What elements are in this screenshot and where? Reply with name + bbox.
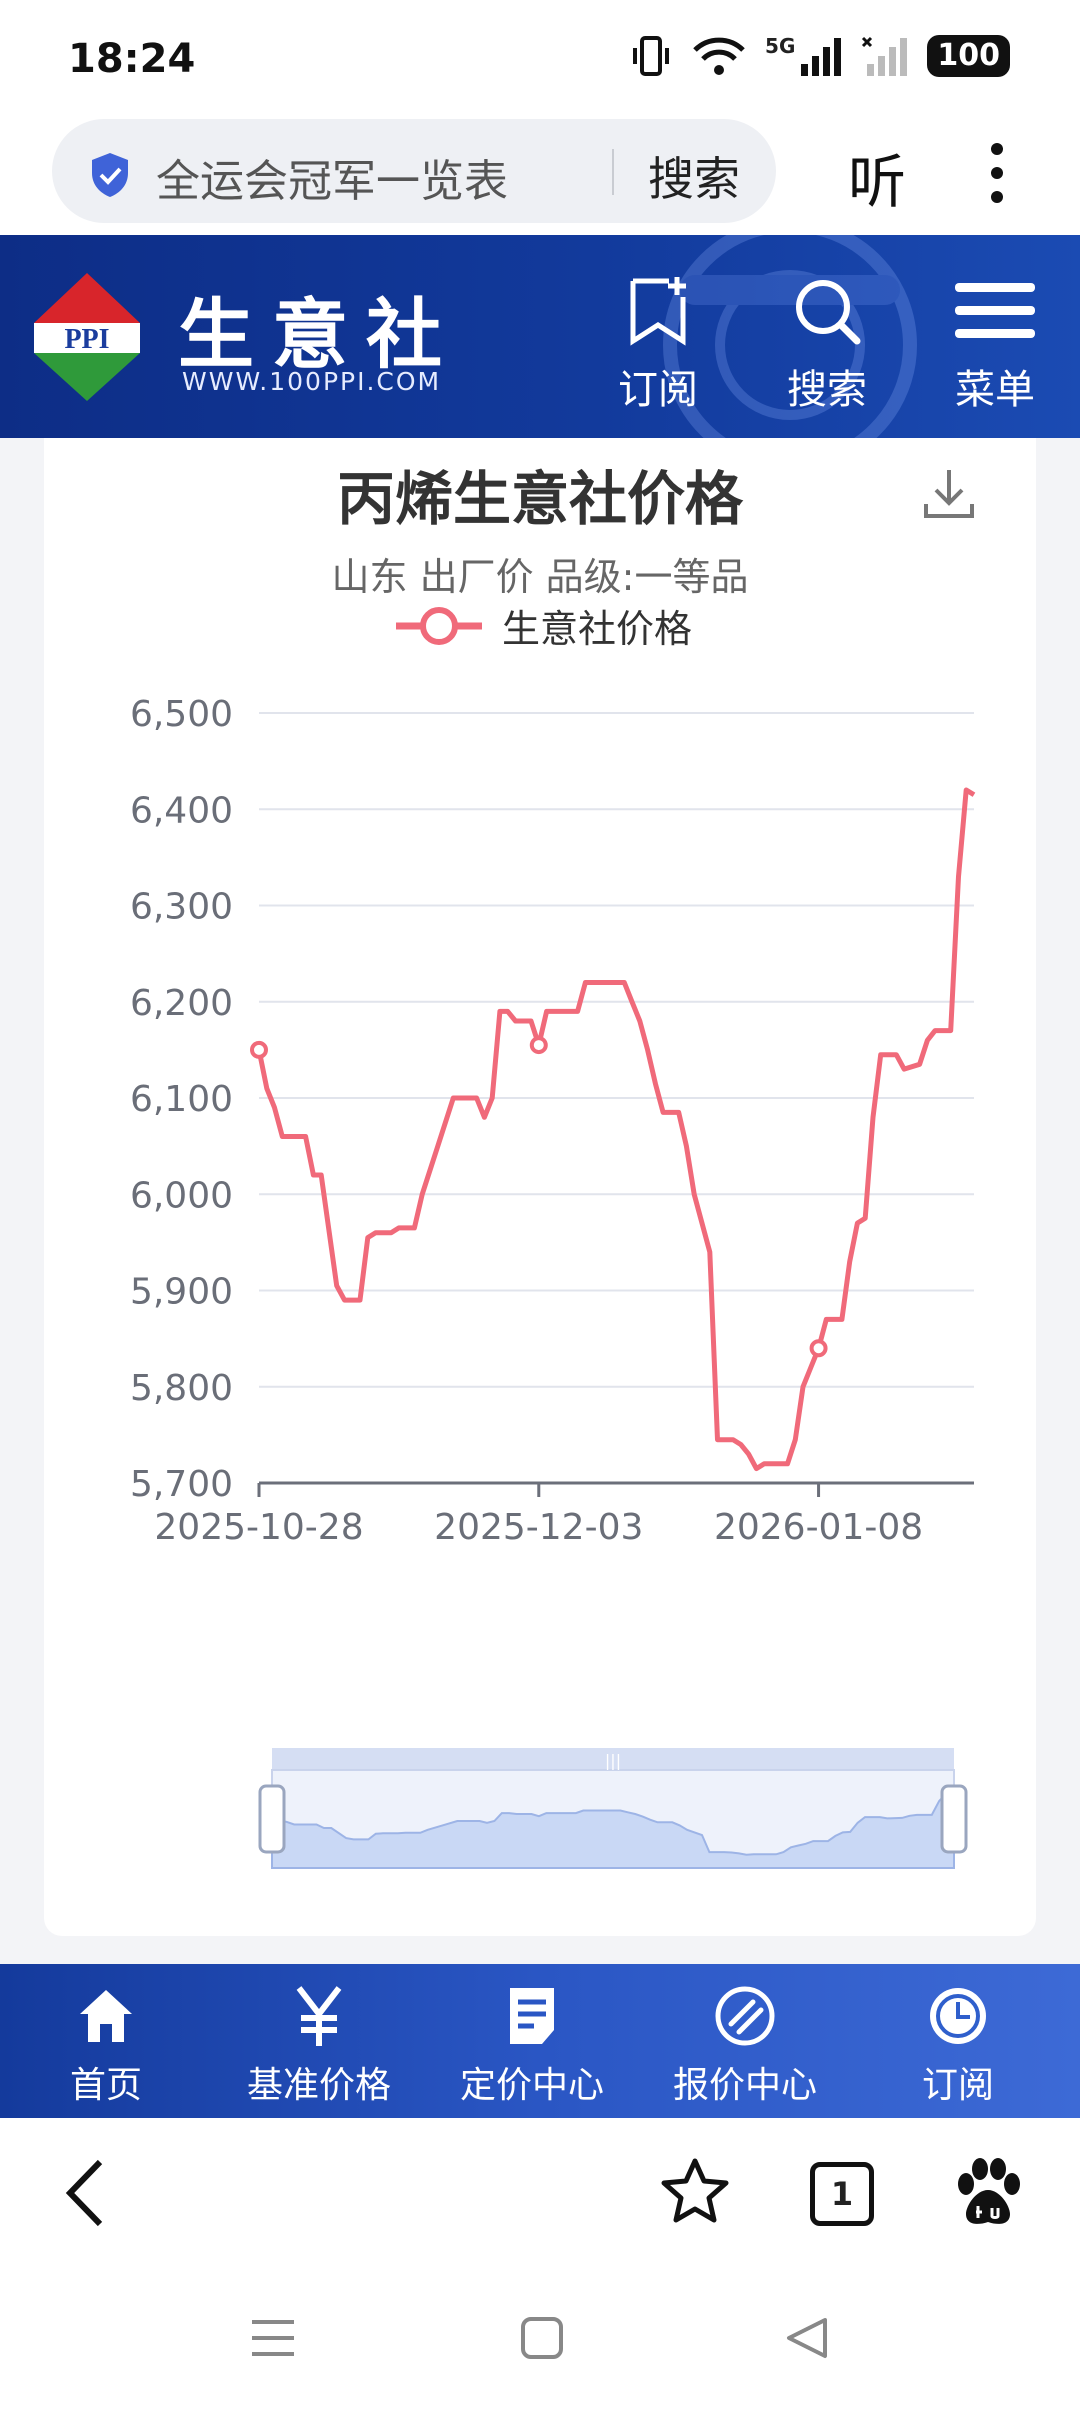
status-icons: 5G 100 [629,34,1010,78]
address-divider [612,149,614,195]
bottom-nav: 首页 基准价格 定价中心 报价中心 订阅 [0,1964,1080,2118]
header-subscribe-button[interactable]: 订阅 [603,275,713,415]
x-tick-label: 2025-12-03 [434,1507,643,1548]
zoom-handle [258,1784,286,1854]
quote-icon [715,1986,775,2046]
address-text: 全运会冠军一览表 [156,156,508,207]
zoom-grip: ||| [605,1751,621,1770]
y-tick-label: 6,400 [130,790,233,831]
logo-text: PPI [64,324,109,355]
shield-check-icon [92,153,128,197]
favorite-star-icon[interactable] [660,2156,730,2226]
y-tick-label: 6,100 [130,1079,233,1120]
status-time: 18:24 [68,36,196,82]
data-point [529,1036,548,1055]
header-search-button[interactable]: 搜索 [772,275,882,415]
status-bar: 18:24 5G 100 [0,0,1080,115]
listen-button[interactable]: 听 [848,148,907,216]
signal-weak-icon [862,36,908,76]
nav-pricing-label: 定价中心 [459,2065,604,2106]
x-tick-label: 2026-01-08 [714,1507,923,1548]
browser-bar: 全运会冠军一览表 搜索 听 [0,115,1080,235]
search-icon [796,280,861,345]
legend-label: 生意社价格 [502,607,693,651]
download-icon[interactable] [920,464,978,522]
menu-icon [955,283,1035,338]
header-search-label: 搜索 [787,367,867,413]
nav-benchmark-price[interactable]: 基准价格 [219,1984,419,2108]
brand-name: 生意社 [178,290,460,379]
home-icon [80,1990,132,2042]
y-tick-label: 5,700 [130,1464,233,1505]
zoom-area [271,1791,955,1869]
y-tick-label: 6,000 [130,1175,233,1216]
home-square-icon[interactable] [520,2316,564,2360]
baidu-paw-icon[interactable] [952,2156,1024,2228]
data-point [250,1040,268,1059]
battery-indicator: 100 [927,35,1010,77]
y-tick-label: 6,300 [130,887,233,928]
tabs-button[interactable]: 1 [810,2162,874,2226]
chart-subtitle: 山东 出厂价 品级:一等品 [331,555,749,599]
chart-card: 丙烯生意社价格 山东 出厂价 品级:一等品 生意社价格 6,500 6,400 6,… [44,438,1036,1936]
network-type: 5G [765,34,796,58]
nav-subscribe-label: 订阅 [921,2065,994,2106]
brand-url: WWW.100PPI.COM [182,367,442,396]
clock-icon [930,1988,986,2044]
legend-swatch [396,606,482,645]
back-icon[interactable] [60,2156,110,2230]
signal-icon [801,38,842,76]
system-nav [0,2268,1080,2412]
header-menu-label: 菜单 [955,367,1035,413]
more-menu-icon[interactable] [985,141,1009,205]
nav-home-label: 首页 [69,2065,142,2106]
header-subscribe-label: 订阅 [618,367,698,413]
address-bar[interactable]: 全运会冠军一览表 搜索 [52,119,776,223]
zoom-track-top [272,1748,954,1770]
nav-benchmark-label: 基准价格 [246,2065,391,2106]
browser-toolbar: 1 [0,2118,1080,2268]
yen-icon [296,1986,342,2046]
recents-icon[interactable] [250,2316,296,2360]
zoom-slider[interactable]: ||| [44,1738,1036,1918]
document-icon [510,1988,554,2044]
address-search-button[interactable]: 搜索 [648,152,740,206]
bookmark-plus-icon [630,277,686,346]
y-tick-label: 6,500 [130,694,233,735]
nav-home[interactable]: 首页 [6,1984,206,2108]
ppi-logo[interactable]: PPI [32,271,142,403]
line-chart[interactable]: 6,500 6,400 6,300 6,200 6,100 6,000 5,900 5,800… [44,678,1036,1658]
chart-legend[interactable]: 生意社价格 [394,598,692,653]
wifi-icon [693,37,745,75]
nav-pricing-center[interactable]: 定价中心 [432,1984,632,2108]
y-tick-label: 6,200 [130,983,233,1024]
header-menu-button[interactable]: 菜单 [940,275,1050,415]
nav-quote-label: 报价中心 [672,2065,817,2106]
x-tick-label: 2025-10-28 [154,1507,363,1548]
nav-quote-center[interactable]: 报价中心 [645,1984,845,2108]
back-triangle-icon[interactable] [785,2316,829,2360]
y-tick-label: 5,800 [130,1368,233,1409]
chart-title: 丙烯生意社价格 [336,465,743,533]
series-line [256,787,976,1472]
nav-subscribe[interactable]: 订阅 [858,1984,1058,2108]
y-tick-label: 5,900 [130,1272,233,1313]
zoom-handle [940,1784,968,1854]
vibrate-icon [633,36,670,76]
site-header: PPI 生意社 WWW.100PPI.COM 订阅 搜索 菜单 [0,235,1080,438]
data-point [809,1339,828,1358]
